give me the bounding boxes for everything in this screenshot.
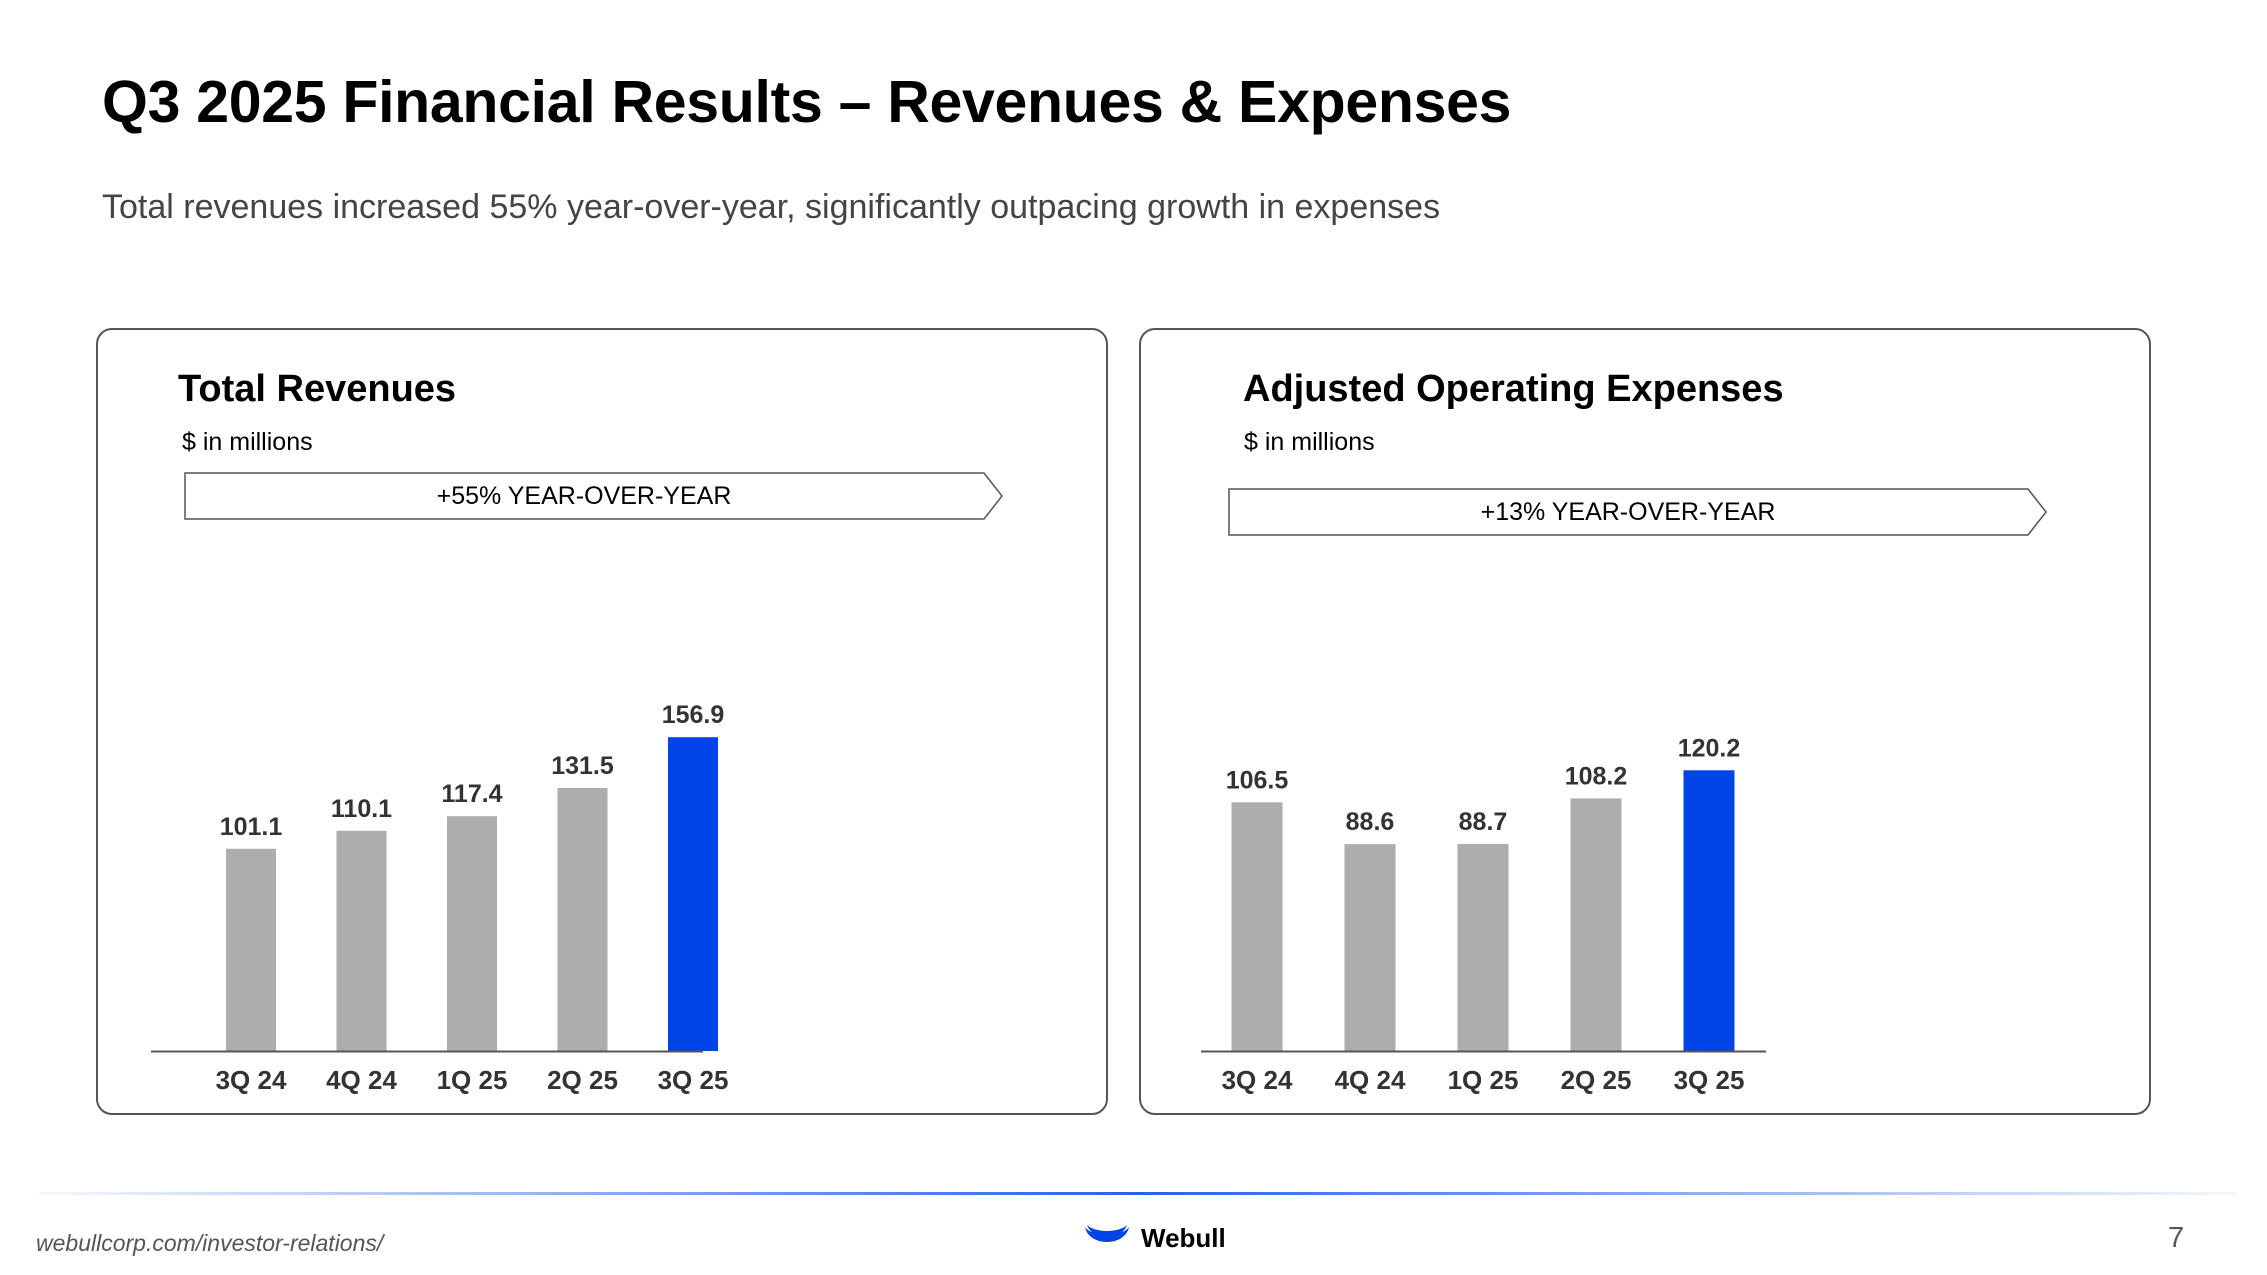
plot-area: 106.5 3Q 24 88.6 4Q 24 88.7 1Q 25 108.2 2Q 25 12…	[1201, 734, 1766, 1095]
logo-text: Webull	[1141, 1222, 1226, 1253]
x-tick-label: 3Q 25	[658, 1065, 729, 1095]
page-title: Q3 2025 Financial Results – Revenues & E…	[102, 69, 1512, 135]
footer-divider	[40, 1192, 2237, 1195]
x-tick-label: 2Q 25	[547, 1065, 618, 1095]
x-tick-label: 3Q 24	[216, 1065, 287, 1095]
data-label: 101.1	[220, 813, 283, 841]
x-tick-label: 3Q 24	[1222, 1065, 1293, 1095]
expenses-chart-card: Adjusted Operating Expenses $ in million…	[1139, 328, 2151, 1115]
data-label: 110.1	[331, 795, 392, 823]
bar-3q-24	[1231, 802, 1283, 1051]
webull-logo: Webull	[1083, 1218, 1226, 1258]
x-tick-label: 4Q 24	[326, 1065, 397, 1095]
chart-unit-label: $ in millions	[1244, 428, 1375, 456]
chart-title: Adjusted Operating Expenses	[1243, 368, 1784, 410]
plot-area: 101.1 3Q 24 110.1 4Q 24 117.4 1Q 25 131.5 2Q 25…	[151, 701, 728, 1095]
bar-1q-25	[1457, 843, 1509, 1051]
bar-4q-24	[336, 830, 387, 1051]
arrow-banner-shape	[184, 472, 1003, 520]
data-label: 156.9	[662, 701, 725, 729]
bar-2q-25	[1570, 798, 1622, 1051]
bar-3q-25	[668, 737, 718, 1051]
revenues-bar-chart: 101.1 3Q 24 110.1 4Q 24 117.4 1Q 25 131.5 2Q 25…	[151, 701, 728, 1095]
x-tick-label: 1Q 25	[437, 1065, 508, 1095]
data-label: 108.2	[1565, 762, 1628, 790]
bar-4q-24	[1344, 844, 1396, 1051]
data-label: 131.5	[551, 752, 614, 780]
data-label: 120.2	[1678, 734, 1741, 762]
bar-3q-24	[226, 848, 276, 1051]
revenues-chart-card: Total Revenues $ in millions +55% YEAR-O…	[96, 328, 1108, 1115]
chart-title: Total Revenues	[178, 368, 457, 410]
x-tick-label: 3Q 25	[1674, 1065, 1745, 1095]
bar-3q-25	[1683, 770, 1735, 1051]
bar-2q-25	[557, 788, 608, 1051]
arrow-banner-shape	[1228, 488, 2047, 536]
footer-url-link[interactable]: webullcorp.com/investor-relations/	[36, 1230, 384, 1256]
data-label: 88.6	[1346, 808, 1395, 836]
x-tick-label: 4Q 24	[1335, 1065, 1406, 1095]
growth-label: +55% YEAR-OVER-YEAR	[436, 481, 732, 510]
webull-logo-icon	[1085, 1225, 1129, 1242]
x-tick-label: 1Q 25	[1448, 1065, 1519, 1095]
bar-1q-25	[447, 816, 497, 1051]
data-label: 88.7	[1459, 808, 1508, 836]
growth-banner: +55% YEAR-OVER-YEAR	[184, 472, 1004, 520]
growth-banner: +13% YEAR-OVER-YEAR	[1228, 488, 2048, 536]
growth-label: +13% YEAR-OVER-YEAR	[1480, 497, 1776, 526]
page-subtitle: Total revenues increased 55% year-over-y…	[102, 188, 1441, 226]
data-label: 117.4	[441, 780, 502, 808]
page-number: 7	[2168, 1222, 2185, 1254]
data-label: 106.5	[1226, 766, 1289, 794]
x-tick-label: 2Q 25	[1561, 1065, 1632, 1095]
expenses-bar-chart: 106.5 3Q 24 88.6 4Q 24 88.7 1Q 25 108.2 2Q 25 12…	[1201, 734, 1766, 1095]
chart-unit-label: $ in millions	[182, 428, 313, 456]
